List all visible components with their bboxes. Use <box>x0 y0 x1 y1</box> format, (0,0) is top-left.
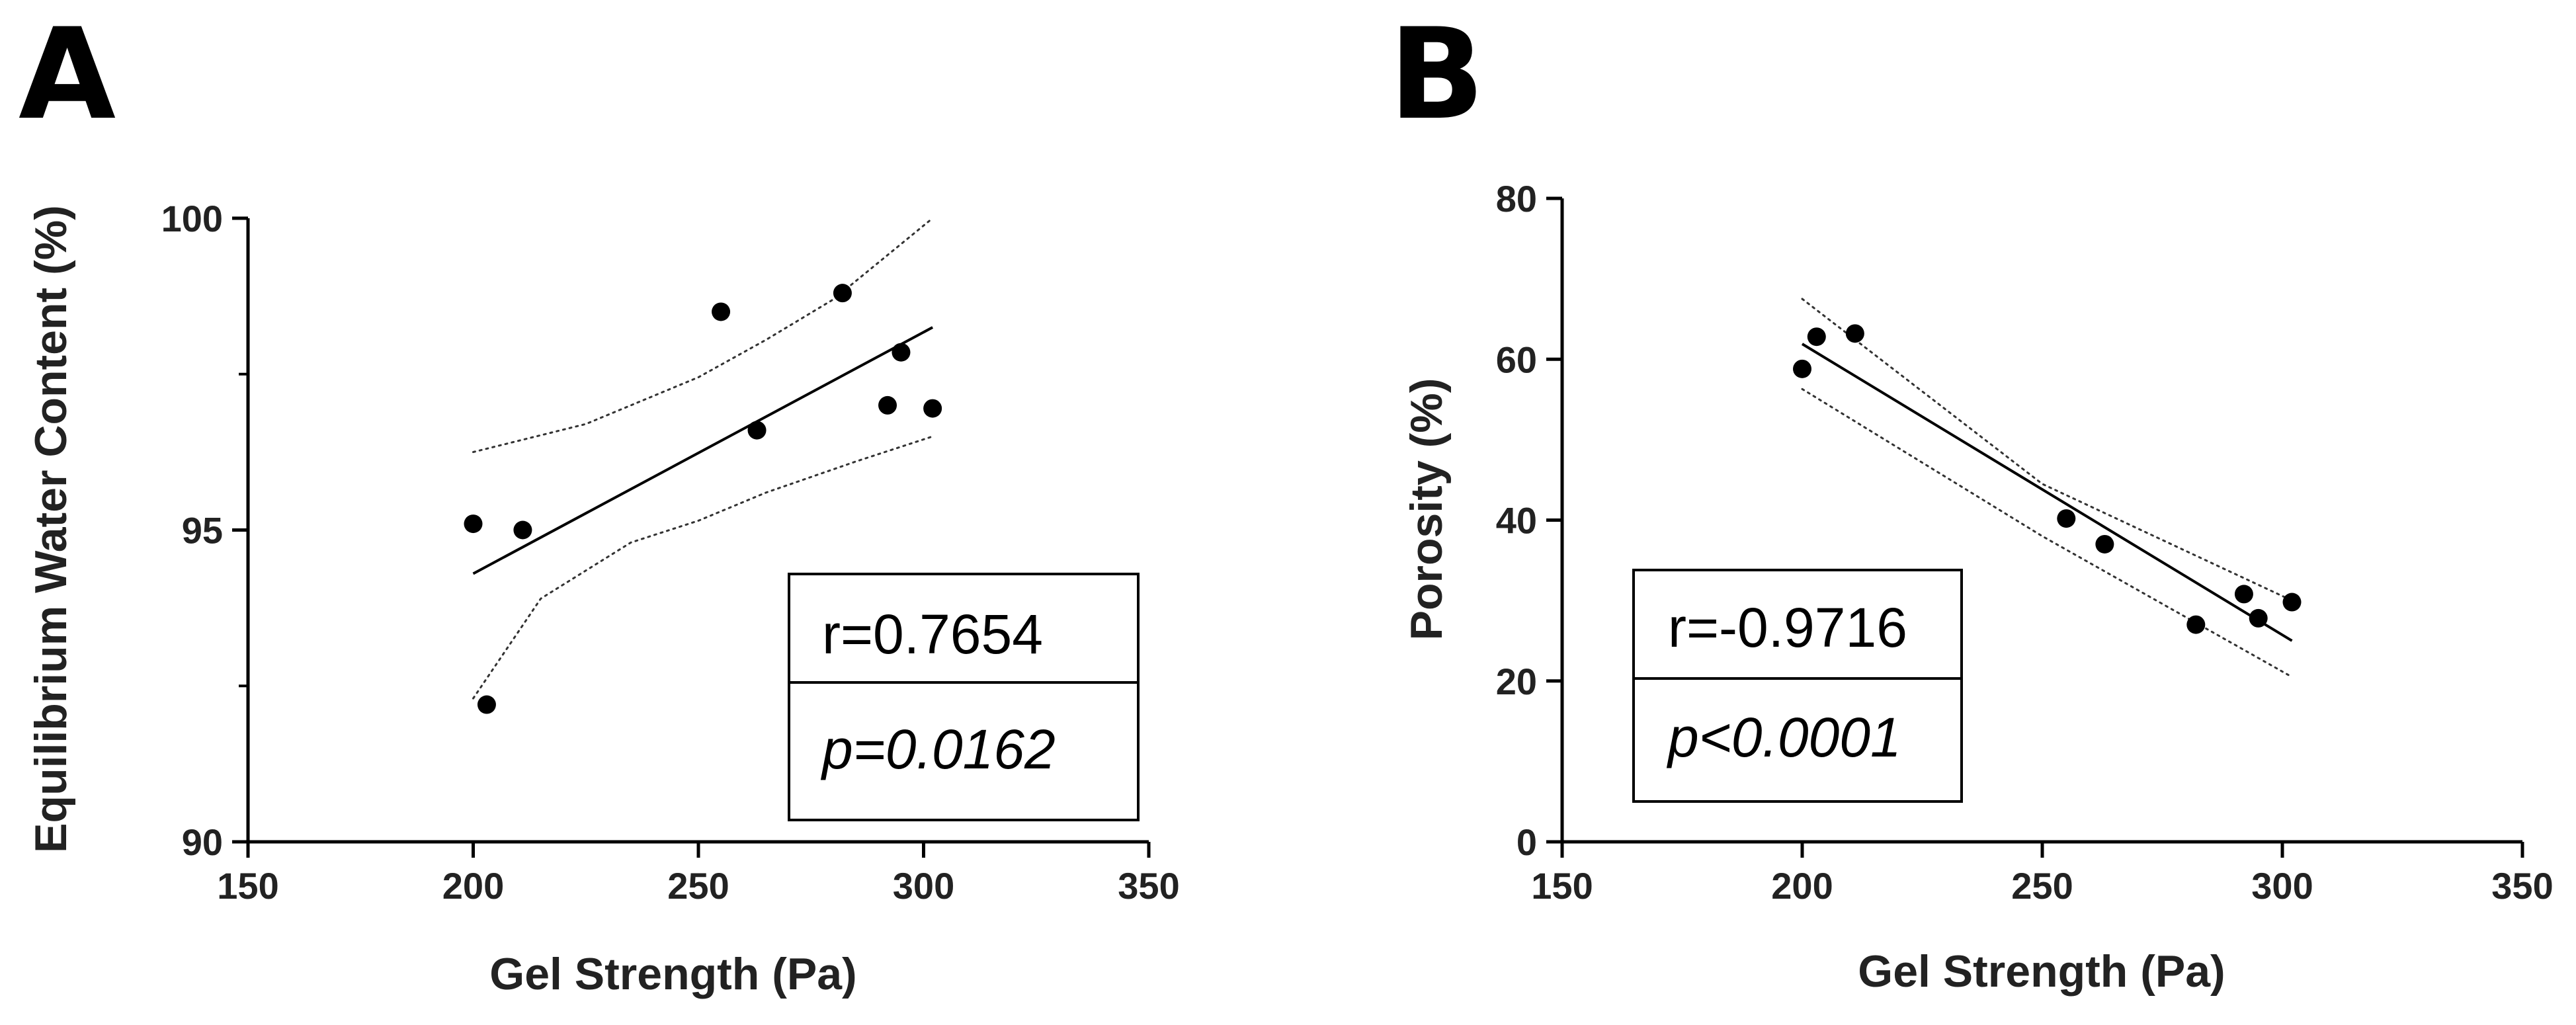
x-tick-label: 250 <box>2011 865 2073 907</box>
y-tick-label: 40 <box>1496 500 1537 542</box>
y-axis-title-b: Porosity (%) <box>1401 378 1452 641</box>
x-tick-label: 300 <box>893 865 954 907</box>
data-point <box>878 395 897 415</box>
y-tick-label: 60 <box>1496 339 1537 380</box>
y-axis-a: 90 95 100 <box>161 198 250 863</box>
data-point <box>923 399 942 418</box>
stats-r-value-a: r=0.7654 <box>822 603 1043 665</box>
x-tick-label: 150 <box>217 865 278 907</box>
panel-letter-a: A <box>19 1 116 147</box>
x-tick-label: 250 <box>667 865 729 907</box>
x-tick-label: 200 <box>442 865 504 907</box>
data-point <box>1793 359 1811 378</box>
data-point <box>1807 327 1826 347</box>
x-axis-title-a: Gel Strength (Pa) <box>489 949 856 999</box>
data-point <box>477 695 496 714</box>
x-axis-title-b: Gel Strength (Pa) <box>1858 946 2225 997</box>
fit-line-a <box>472 326 934 575</box>
data-point <box>2095 534 2114 554</box>
data-point <box>2186 615 2206 634</box>
data-point <box>1845 324 1864 343</box>
y-tick-label: 0 <box>1517 821 1537 863</box>
stats-p-value-a: p=0.0162 <box>820 718 1056 780</box>
panel-letter-b: B <box>1389 1 1485 147</box>
y-tick-label: 80 <box>1496 178 1537 220</box>
regression-line <box>472 326 934 575</box>
data-point <box>712 302 731 321</box>
stats-box-a: r=0.7654 p=0.0162 <box>788 573 1140 821</box>
confidence-band-a <box>472 217 934 700</box>
panel-b: B 150 200 250 300 350 0 20 40 60 80 r=-0.9716 p<… <box>1389 1 2554 997</box>
x-tick-label: 150 <box>1531 865 1593 907</box>
fit-line-b <box>1801 343 2293 642</box>
y-axis-b: 0 20 40 60 80 <box>1496 178 1564 863</box>
panel-a: A 150 200 250 300 350 90 95 100 r=0.7654 p=0.0… <box>19 1 1180 999</box>
data-point <box>747 421 767 440</box>
data-points-a <box>464 284 942 714</box>
ci-upper-curve <box>472 217 934 454</box>
ci-lower-curve <box>472 435 934 700</box>
data-points-b <box>1793 324 2302 634</box>
x-axis-a: 150 200 250 300 350 <box>217 840 1180 907</box>
data-point <box>2249 608 2268 628</box>
y-axis-title-a: Equilibrium Water Content (%) <box>26 205 76 853</box>
y-tick-label: 100 <box>161 198 223 239</box>
x-tick-label: 200 <box>1771 865 1833 907</box>
data-point <box>513 520 532 540</box>
data-point <box>2057 509 2076 528</box>
stats-p-value-b: p<0.0001 <box>1666 706 1901 768</box>
plot-area-b: 150 200 250 300 350 0 20 40 60 80 r=-0.9716 p<0.… <box>1496 178 2554 907</box>
data-point <box>892 343 911 362</box>
x-tick-label: 300 <box>2251 865 2313 907</box>
stats-r-value-b: r=-0.9716 <box>1668 596 1907 659</box>
stats-box-b: r=-0.9716 p<0.0001 <box>1632 569 1963 803</box>
data-point <box>833 284 852 303</box>
y-tick-label: 20 <box>1496 661 1537 702</box>
stats-box-frame-b <box>1632 569 1963 803</box>
confidence-band-b <box>1801 298 2293 678</box>
stats-box-frame-a <box>788 573 1140 821</box>
data-point <box>2234 585 2253 604</box>
data-point <box>464 514 483 534</box>
ci-upper-curve <box>1801 298 2293 602</box>
x-axis-b: 150 200 250 300 350 <box>1531 840 2554 907</box>
ci-lower-curve <box>1801 388 2293 678</box>
y-tick-label: 90 <box>182 821 223 863</box>
x-tick-label: 350 <box>1118 865 1179 907</box>
data-point <box>2282 593 2302 612</box>
regression-line <box>1801 343 2293 642</box>
y-tick-label: 95 <box>182 510 223 552</box>
plot-area-a: 150 200 250 300 350 90 95 100 r=0.7654 p=0.016… <box>161 198 1180 907</box>
x-tick-label: 350 <box>2491 865 2553 907</box>
